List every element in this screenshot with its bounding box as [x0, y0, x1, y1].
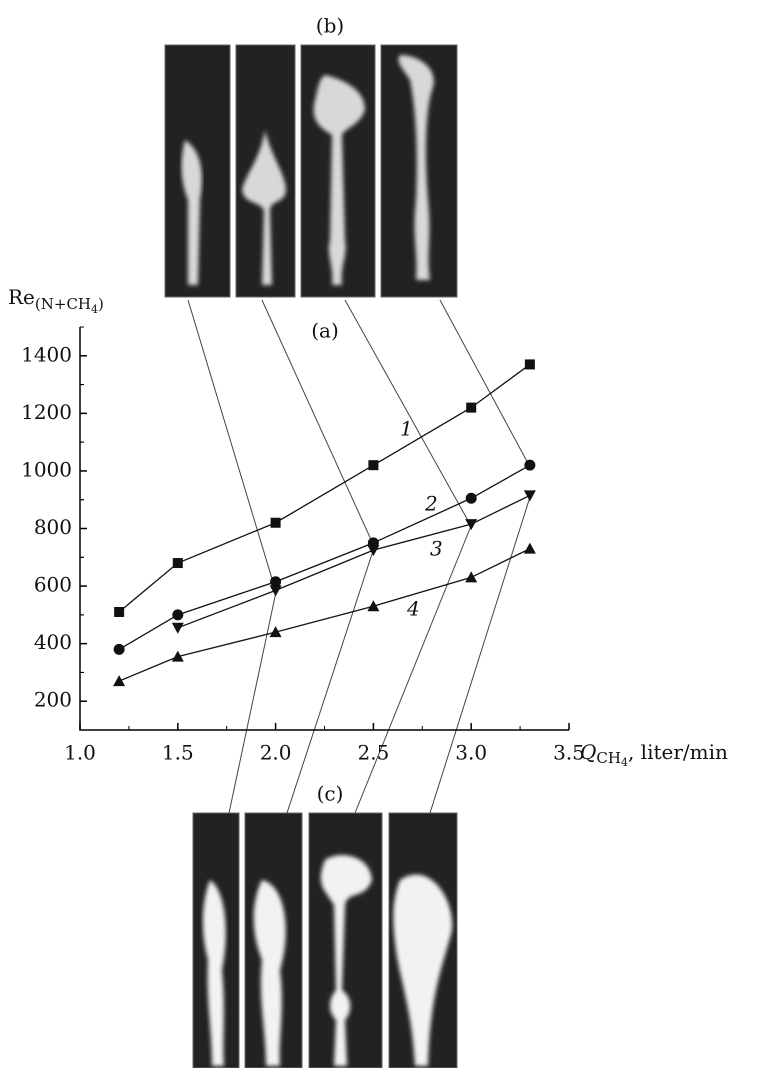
marker — [270, 585, 282, 596]
y-label-part: Re — [8, 285, 35, 309]
marker — [524, 543, 536, 554]
marker — [465, 571, 477, 582]
y-tick-label: 600 — [34, 573, 72, 597]
series-label: 1 — [400, 417, 413, 441]
y-axis-label: Re(N+CH4) — [8, 285, 104, 317]
marker — [114, 607, 124, 617]
x-tick-label: 2.0 — [260, 741, 292, 765]
panel-label: (b) — [316, 14, 344, 38]
y-tick-label: 1400 — [21, 342, 72, 366]
x-tick-label: 1.0 — [64, 741, 96, 765]
x-tick-label: 3.0 — [455, 741, 487, 765]
marker — [466, 403, 476, 413]
connector — [430, 497, 530, 813]
marker — [367, 600, 379, 611]
y-label-part: (N+CH — [35, 295, 91, 313]
figure: (b) (a) (c) Re(N+CH4) QCH4, liter/min 1.… — [0, 0, 777, 1068]
marker — [524, 490, 536, 501]
marker — [173, 558, 183, 568]
marker — [113, 675, 125, 686]
y-label-part: 4 — [91, 303, 98, 316]
y-tick-label: 1000 — [21, 457, 72, 481]
marker — [172, 623, 184, 634]
marker — [367, 545, 379, 556]
marker — [271, 518, 281, 528]
x-label-part: , liter/min — [628, 740, 728, 764]
x-label-part: 4 — [621, 756, 628, 769]
connector — [440, 300, 530, 467]
connector — [345, 300, 471, 526]
x-tick-label: 2.5 — [357, 741, 389, 765]
series-label: 3 — [430, 537, 443, 561]
axes — [80, 327, 569, 730]
y-tick-label: 400 — [34, 630, 72, 654]
series-label: 2 — [424, 492, 438, 516]
connector — [188, 300, 276, 592]
marker — [368, 460, 378, 470]
connector — [355, 526, 471, 813]
marker — [524, 460, 535, 471]
marker — [466, 493, 477, 504]
panel-label: (c) — [317, 782, 344, 806]
y-label-part: ) — [98, 295, 104, 313]
series-line — [119, 465, 530, 649]
series-label: 4 — [406, 597, 420, 621]
photos-c — [193, 813, 457, 1068]
marker — [172, 609, 183, 620]
x-tick-label: 1.5 — [162, 741, 194, 765]
marker — [114, 644, 125, 655]
x-tick-label: 3.5 — [553, 741, 585, 765]
photo — [309, 813, 382, 1068]
connector — [287, 551, 373, 813]
marker — [525, 359, 535, 369]
photos-b — [165, 45, 457, 297]
connector — [229, 592, 276, 813]
panel-label: (a) — [311, 319, 339, 343]
y-tick-label: 200 — [34, 688, 72, 712]
y-tick-label: 1200 — [21, 400, 72, 424]
y-tick-label: 800 — [34, 515, 72, 539]
x-label-part: CH — [596, 749, 621, 767]
x-axis-label: QCH4, liter/min — [580, 740, 728, 770]
series-line — [119, 364, 530, 612]
